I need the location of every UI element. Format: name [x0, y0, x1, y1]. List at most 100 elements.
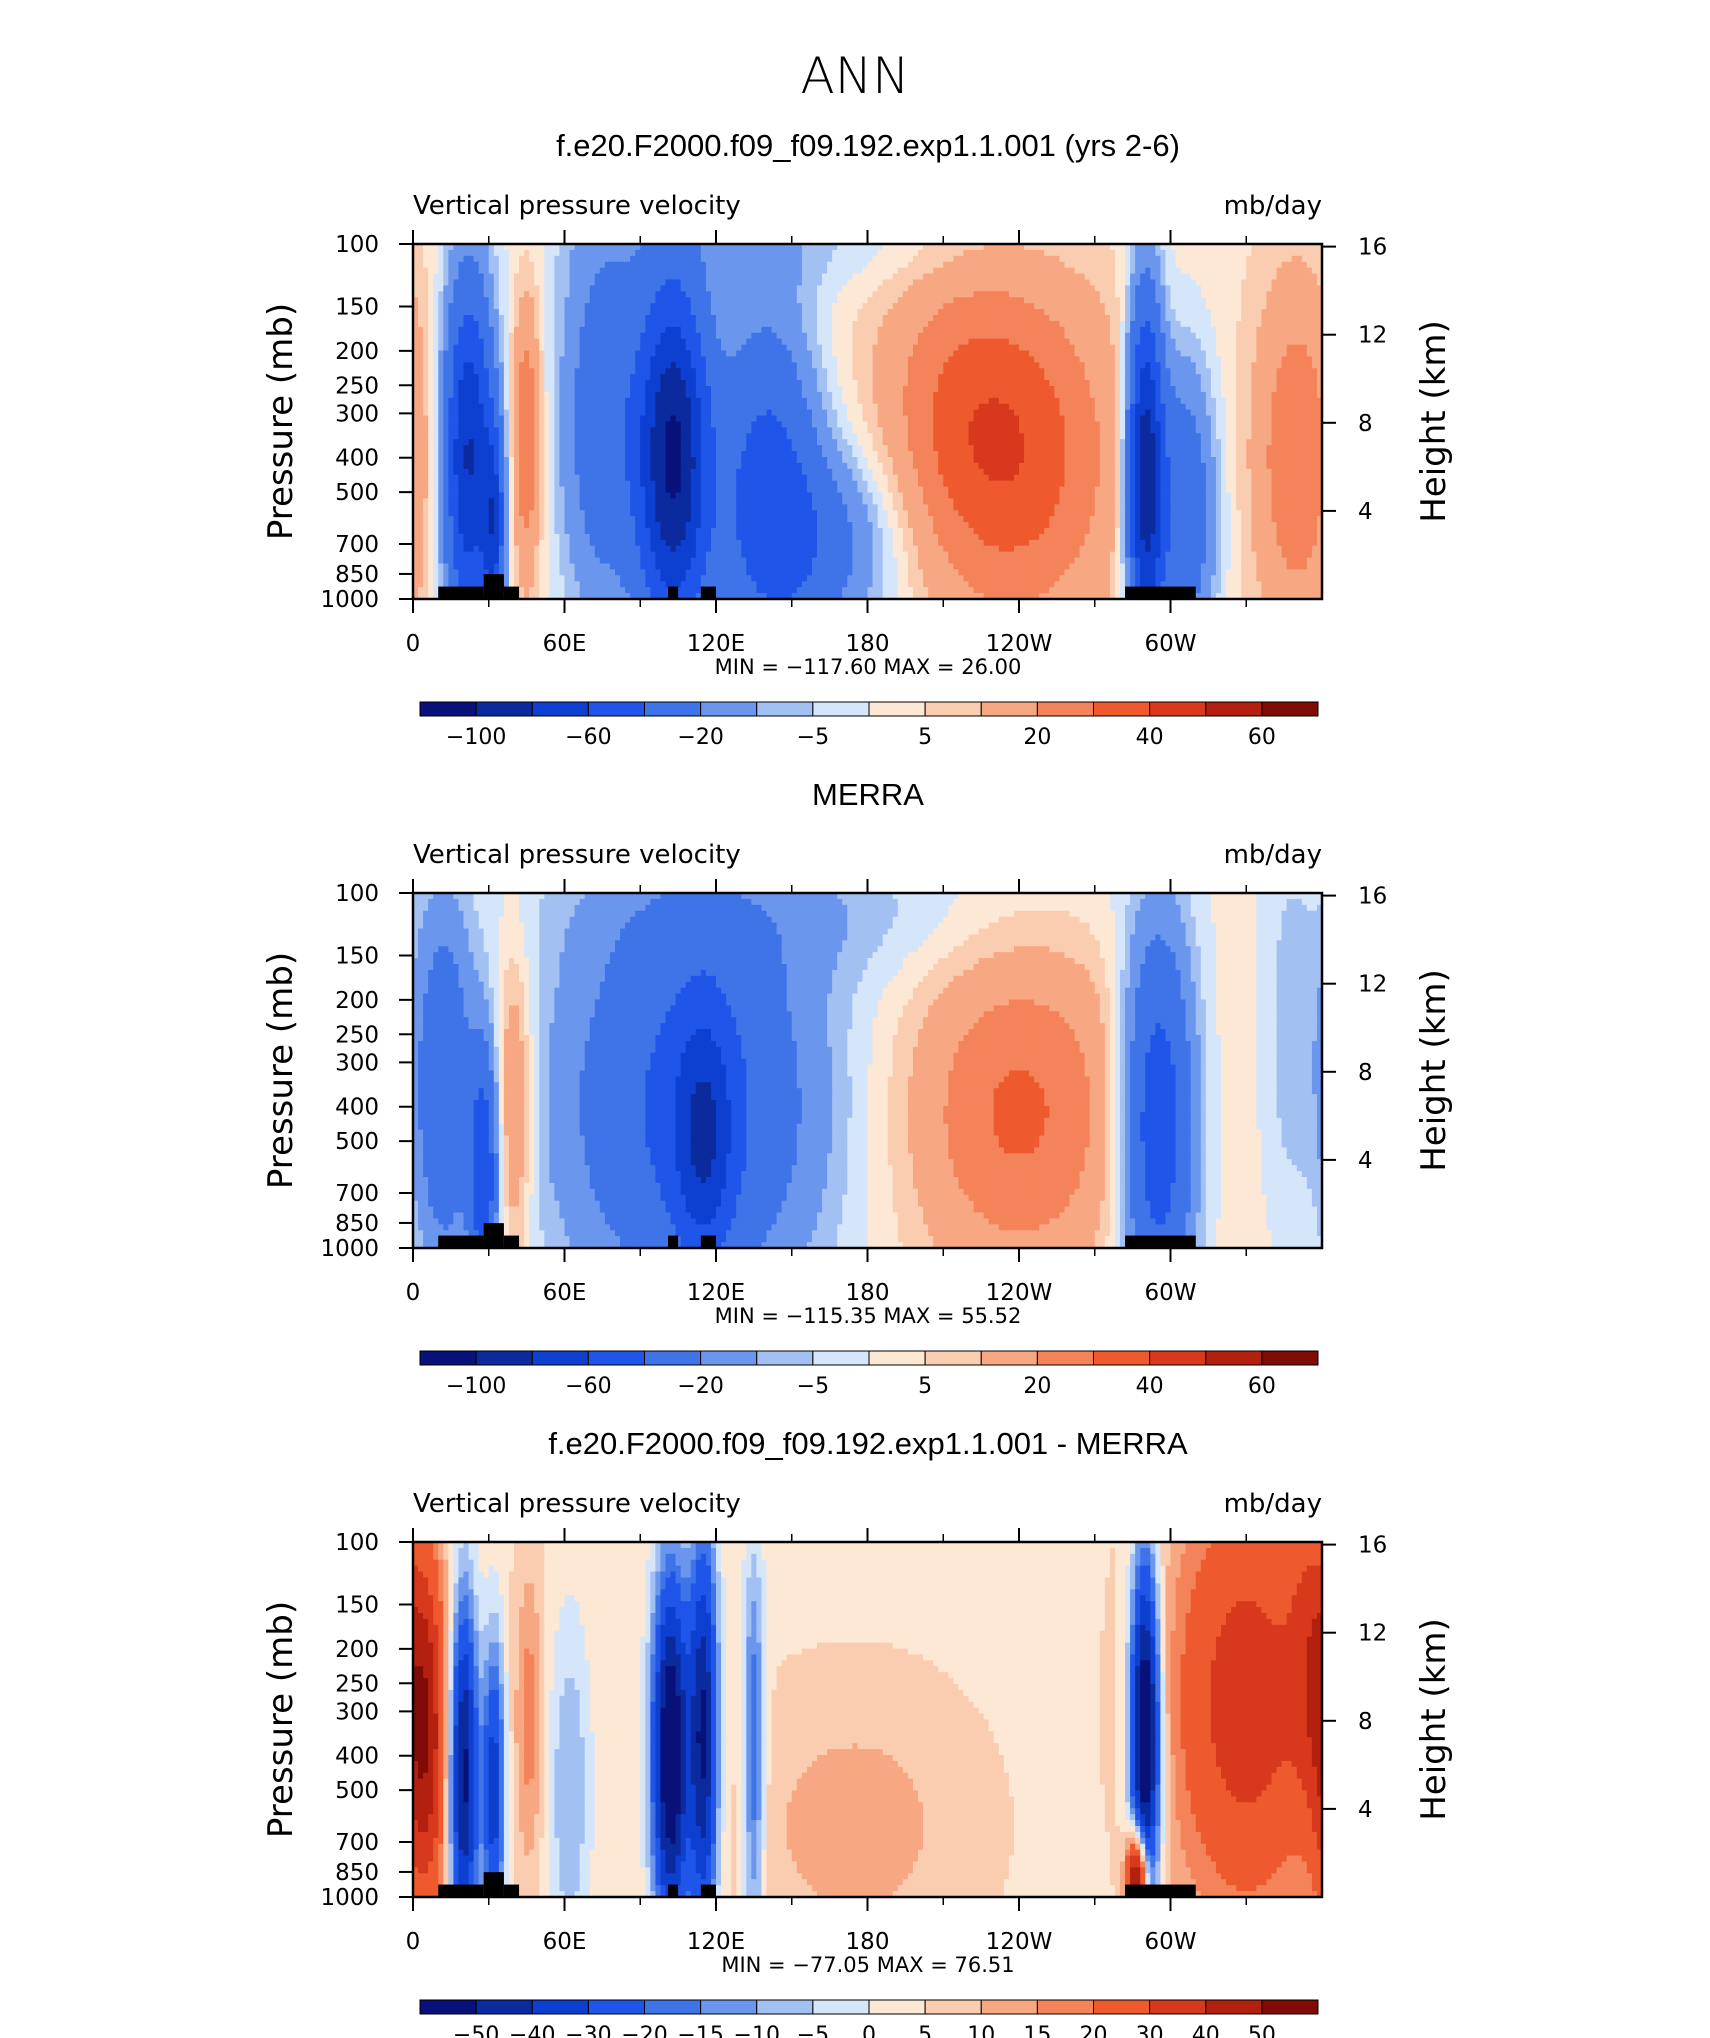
field-cell	[1064, 320, 1071, 328]
field-cell	[483, 326, 490, 334]
field-cell	[801, 244, 808, 251]
field-cell	[852, 380, 858, 387]
field-cell	[832, 244, 838, 251]
field-cell	[756, 368, 763, 375]
field-cell	[832, 326, 838, 334]
field-cell	[604, 403, 611, 411]
field-cell	[428, 291, 434, 298]
field-cell	[796, 403, 803, 411]
field-cell	[1059, 261, 1066, 269]
field-cell	[726, 350, 732, 358]
field-cell	[554, 386, 561, 393]
field-cell	[862, 391, 869, 399]
field-cell	[493, 374, 500, 381]
field-cell	[1084, 291, 1091, 298]
field-cell	[584, 397, 591, 405]
field-cell	[463, 320, 470, 328]
field-cell	[1251, 338, 1257, 346]
field-cell	[806, 344, 813, 352]
field-cell	[685, 297, 692, 304]
field-cell	[716, 261, 722, 269]
field-cell	[726, 362, 732, 369]
field-cell	[1251, 261, 1257, 269]
field-cell	[478, 338, 485, 346]
field-cell	[655, 350, 662, 358]
field-cell	[690, 374, 697, 381]
field-cell	[413, 291, 419, 298]
field-cell	[1039, 386, 1045, 393]
field-cell	[1064, 249, 1071, 257]
field-cell	[771, 320, 778, 328]
field-cell	[680, 309, 687, 316]
field-cell	[1251, 309, 1257, 316]
field-cell	[1104, 368, 1111, 375]
field-cell	[958, 391, 965, 399]
field-cell	[539, 315, 545, 322]
field-cell	[721, 255, 727, 263]
field-cell	[604, 315, 611, 322]
field-cell	[554, 344, 561, 352]
field-cell	[892, 291, 899, 298]
field-cell	[670, 244, 677, 251]
field-cell	[534, 386, 540, 393]
field-cell	[1155, 356, 1161, 363]
field-cell	[655, 261, 662, 269]
field-cell	[1170, 279, 1177, 287]
field-cell	[1175, 255, 1182, 263]
field-cell	[978, 356, 985, 363]
field-cell	[1145, 386, 1151, 393]
field-cell	[1079, 303, 1086, 310]
field-cell	[620, 249, 626, 257]
field-cell	[943, 249, 949, 257]
field-cell	[660, 397, 667, 405]
field-cell	[574, 273, 581, 281]
field-cell	[953, 362, 959, 369]
field-cell	[503, 261, 510, 269]
field-cell	[1039, 267, 1045, 275]
field-cell	[559, 403, 566, 411]
field-cell	[827, 338, 833, 346]
field-cell	[1266, 303, 1273, 310]
field-cell	[680, 356, 687, 363]
field-cell	[473, 279, 480, 287]
field-cell	[1039, 326, 1045, 334]
field-cell	[1150, 273, 1156, 281]
field-cell	[488, 261, 495, 269]
field-cell	[1286, 368, 1293, 375]
field-cell	[579, 285, 586, 292]
field-cell	[887, 386, 894, 393]
field-cell	[1200, 279, 1207, 287]
field-cell	[675, 397, 682, 405]
field-cell	[1221, 338, 1227, 346]
field-cell	[1145, 350, 1151, 358]
field-cell	[872, 356, 879, 363]
field-cell	[1044, 309, 1050, 316]
field-cell	[1064, 291, 1071, 298]
field-cell	[539, 244, 545, 251]
field-cell	[539, 320, 545, 328]
field-cell	[468, 338, 475, 346]
field-cell	[665, 285, 672, 292]
field-cell	[650, 403, 656, 411]
field-cell	[781, 374, 788, 381]
field-cell	[1120, 350, 1126, 358]
field-cell	[594, 356, 601, 363]
field-cell	[609, 279, 616, 287]
field-cell	[1003, 356, 1010, 363]
field-cell	[1185, 380, 1192, 387]
field-cell	[1195, 249, 1202, 257]
field-cell	[872, 273, 879, 281]
field-cell	[524, 297, 530, 304]
field-cell	[428, 362, 434, 369]
field-cell	[493, 303, 500, 310]
field-cell	[1231, 320, 1237, 328]
field-cell	[736, 279, 742, 287]
field-cell	[1165, 356, 1172, 363]
field-cell	[1013, 344, 1020, 352]
field-cell	[423, 297, 429, 304]
field-cell	[983, 338, 990, 346]
field-cell	[483, 386, 490, 393]
field-cell	[1261, 285, 1268, 292]
field-cell	[625, 273, 631, 281]
field-cell	[1044, 279, 1050, 287]
